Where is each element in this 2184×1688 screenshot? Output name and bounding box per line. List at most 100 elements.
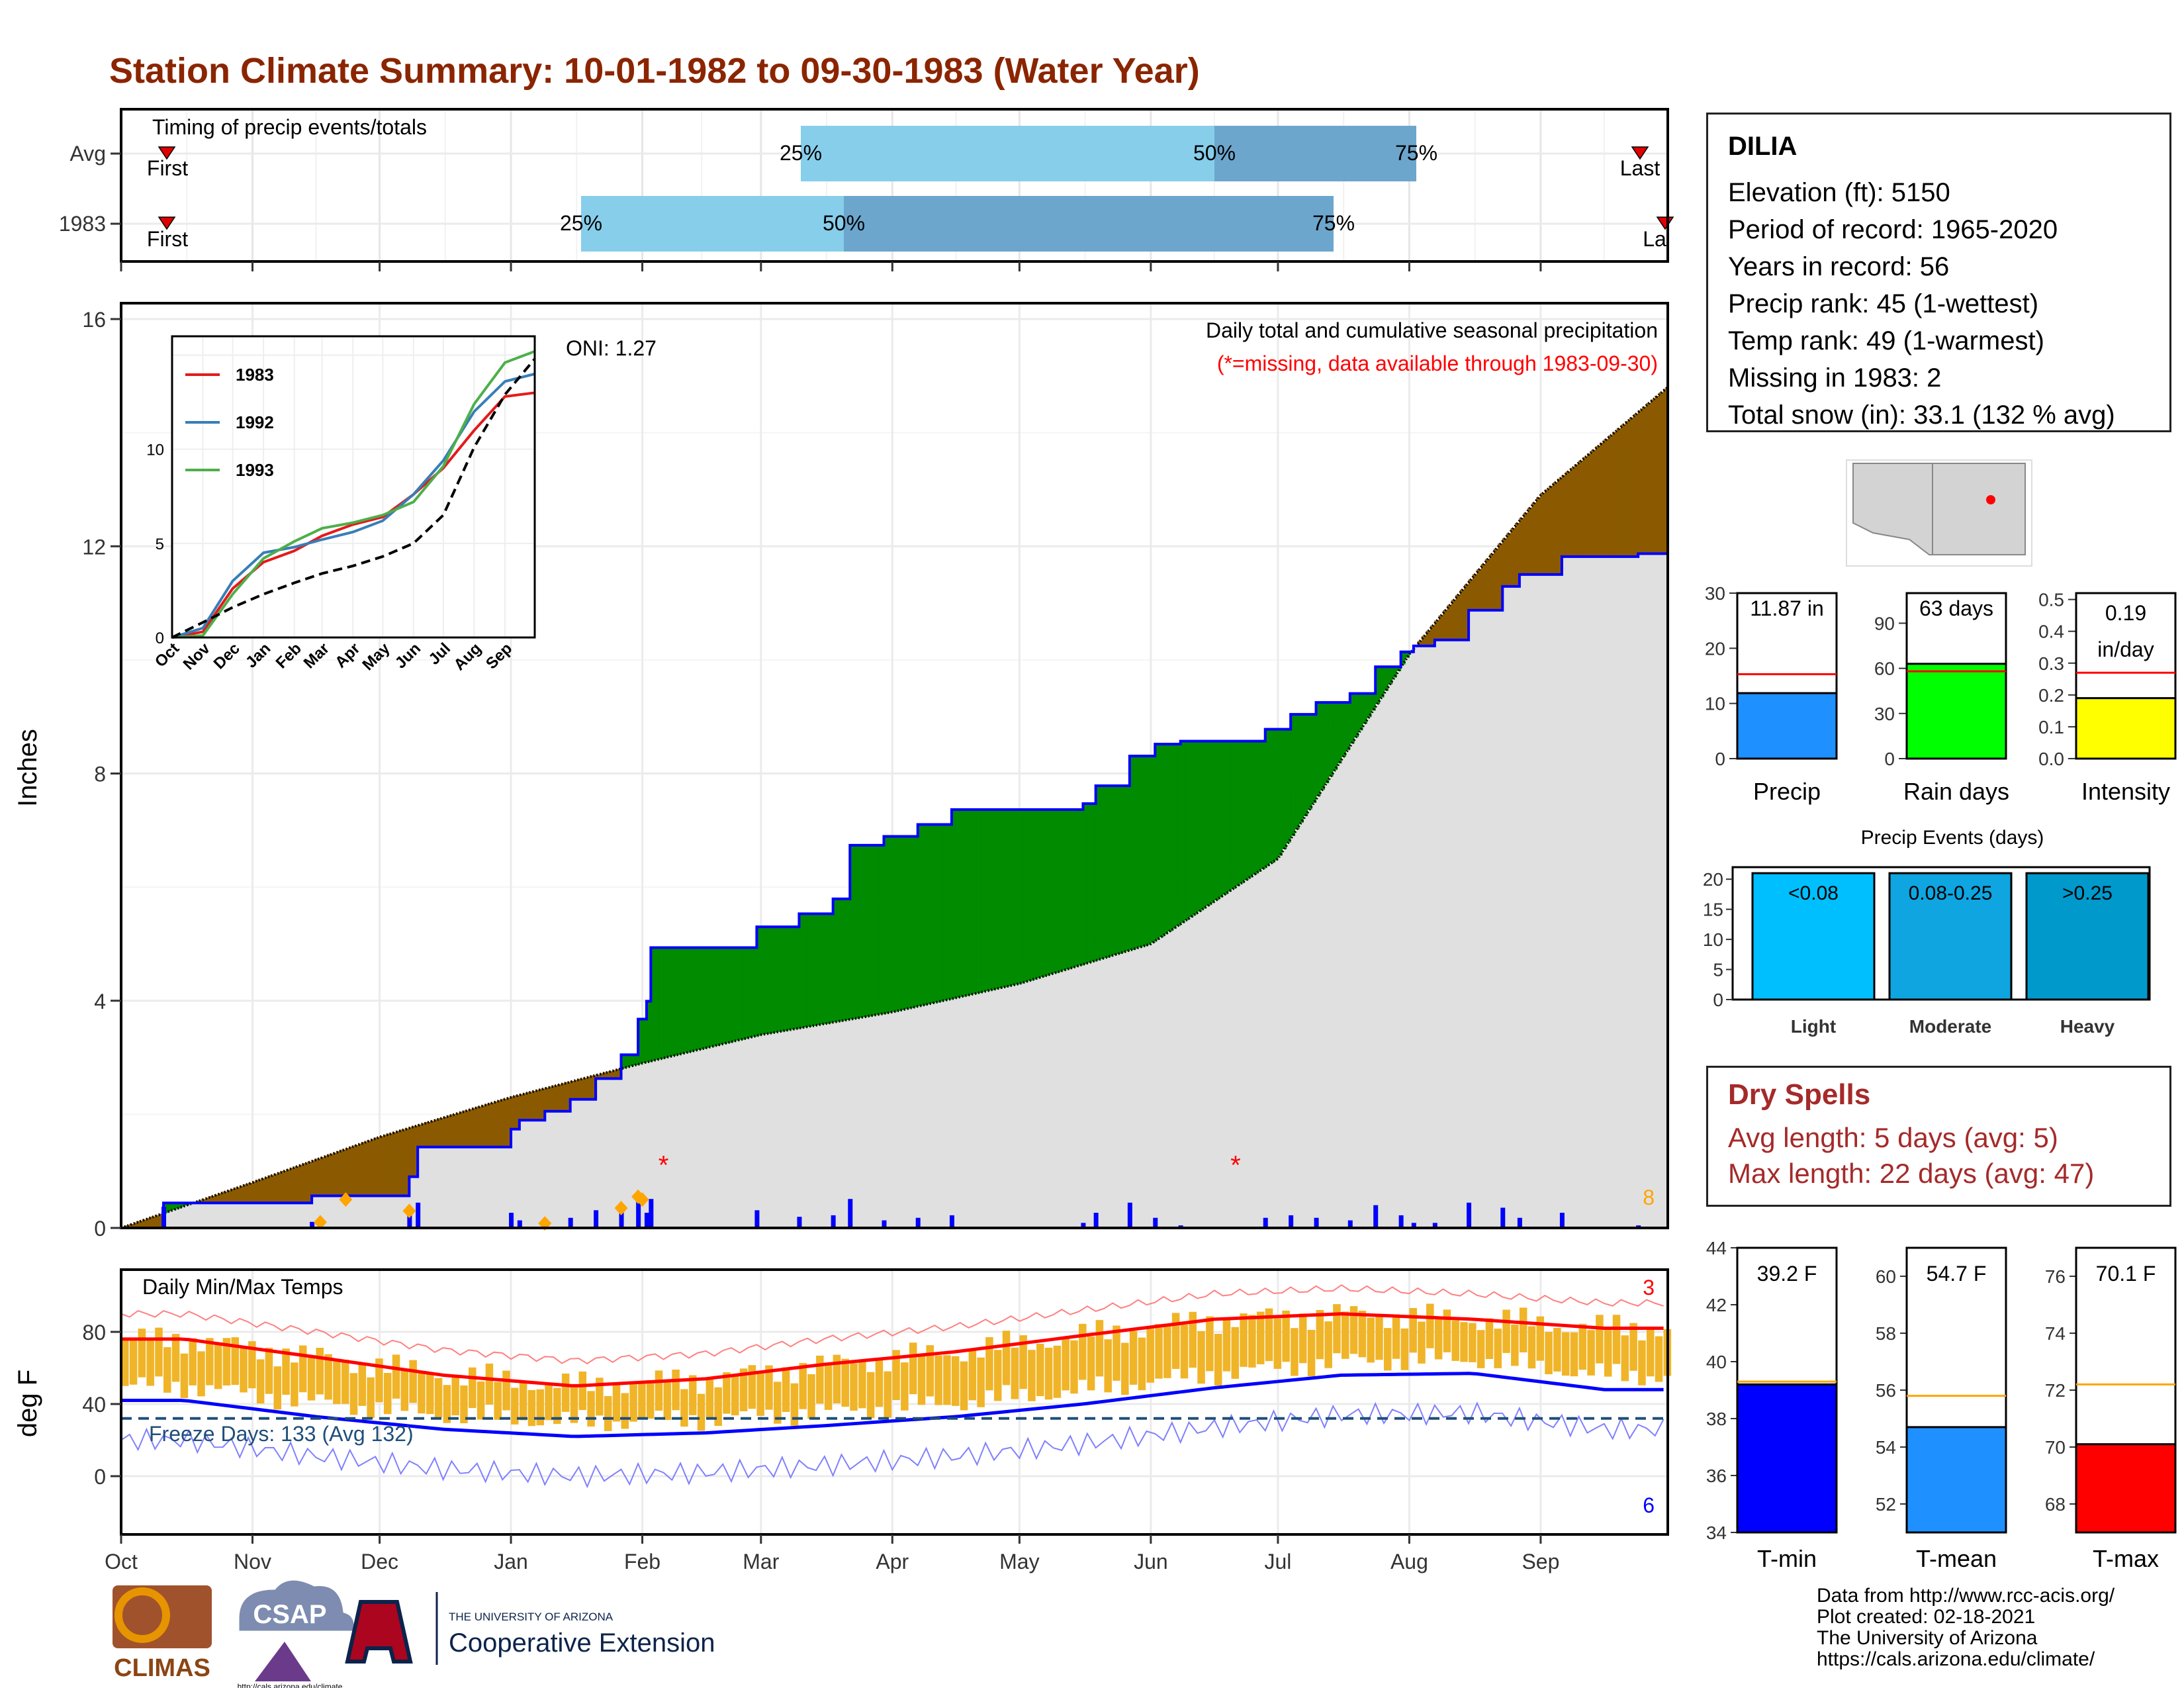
station-info-line: Total snow (in): 33.1 (132 % avg) xyxy=(1728,400,2115,430)
daily-precip-bar xyxy=(416,1202,421,1228)
daily-precip-bar xyxy=(1467,1202,1472,1228)
daily-precip-bar xyxy=(1127,1202,1132,1228)
daily-precip-bar xyxy=(1432,1223,1437,1228)
tmax-chart-value: 70.1 F xyxy=(2096,1262,2156,1286)
inset-legend-label: 1992 xyxy=(236,412,274,432)
inset-average-line xyxy=(171,357,536,639)
daily-precip-bar xyxy=(915,1217,921,1228)
daily-precip-bar xyxy=(949,1215,954,1228)
month-label: Aug xyxy=(1390,1550,1428,1573)
timing-marker xyxy=(158,216,176,230)
precip-panel-frame xyxy=(120,302,1669,1229)
tmin-chart-bar xyxy=(1736,1383,1838,1534)
daily-precip-bar xyxy=(161,1206,167,1228)
footer-line: Data from http://www.rcc-acis.org/ xyxy=(1817,1585,2115,1607)
inset-y-tick: 10 xyxy=(146,442,164,459)
mini-chart-label: Precip xyxy=(1753,778,1821,805)
timing-bar-late xyxy=(844,196,1334,252)
daily-temp-bars xyxy=(121,1303,1672,1431)
dry-spells-title: Dry Spells xyxy=(1728,1078,1871,1111)
mini-tick-label: 0 xyxy=(1884,749,1895,769)
timing-panel-frame xyxy=(120,108,1669,263)
missing-marker: * xyxy=(659,1150,669,1180)
last-label: Last xyxy=(1620,156,1661,180)
row-label: 1983 xyxy=(59,212,106,236)
event-label: Heavy xyxy=(2060,1016,2115,1037)
daily-precip-bar xyxy=(848,1199,853,1228)
daily-precip-bar xyxy=(644,1213,649,1228)
page-title: Station Climate Summary: 10-01-1982 to 0… xyxy=(109,51,1200,91)
footer-line: The University of Arizona xyxy=(1817,1627,2038,1649)
y-tick-label: 12 xyxy=(82,535,106,559)
month-label: Jun xyxy=(1134,1550,1168,1573)
tbar-tick-label: 38 xyxy=(1706,1409,1727,1429)
pct-label: 50% xyxy=(1193,141,1236,165)
mini-tick-label: 60 xyxy=(1874,659,1895,679)
month-label: Apr xyxy=(876,1550,909,1573)
intensity-value: 0.19 xyxy=(2105,601,2146,625)
daily-precip-bar xyxy=(882,1220,887,1228)
event-range-label: 0.08-0.25 xyxy=(1909,882,1993,904)
timing-label: Timing of precip events/totals xyxy=(152,115,427,139)
y-tick-label: 8 xyxy=(94,763,106,786)
pct-label: 75% xyxy=(1395,141,1437,165)
events-title: Precip Events (days) xyxy=(1861,827,2044,849)
pct-label: 25% xyxy=(780,141,822,165)
freeze-days-label: Freeze Days: 133 (Avg 132) xyxy=(149,1422,414,1446)
daily-precip-bar xyxy=(1314,1217,1319,1228)
intensity-unit: in/day xyxy=(2097,637,2154,661)
daily-precip-bar xyxy=(649,1199,654,1228)
month-label: Jul xyxy=(1264,1550,1291,1573)
inset-y-tick: 0 xyxy=(156,630,164,647)
event-label: Light xyxy=(1791,1016,1836,1037)
event-range-label: >0.25 xyxy=(2062,882,2113,904)
daily-precip-bar xyxy=(1153,1217,1158,1228)
row-label: Avg xyxy=(69,142,106,165)
observed-cumulative-line xyxy=(121,552,1668,1229)
tbar-tick-label: 42 xyxy=(1706,1295,1727,1315)
events-tick-label: 0 xyxy=(1713,990,1723,1010)
events-tick-label: 10 xyxy=(1703,929,1723,950)
daily-precip-bar xyxy=(568,1217,573,1228)
station-info-line: Precip rank: 45 (1-wettest) xyxy=(1728,289,2039,318)
csap-mountain-icon xyxy=(255,1642,311,1681)
ua-name: THE UNIVERSITY OF ARIZONA xyxy=(449,1611,614,1623)
average-max-line xyxy=(121,1312,1664,1387)
csap-cloud-icon xyxy=(237,1578,356,1633)
mini-chart-bar xyxy=(2075,697,2177,760)
mini-tick-label: 90 xyxy=(1874,613,1895,633)
record-high-count: 3 xyxy=(1643,1276,1655,1299)
event-bar xyxy=(1751,872,1876,1001)
event-label: Moderate xyxy=(1909,1016,1991,1037)
inset-line xyxy=(171,372,535,639)
y-axis-label: deg F xyxy=(13,1370,42,1437)
y-tick-label: 16 xyxy=(82,308,106,332)
tbar-tick-label: 34 xyxy=(1706,1523,1727,1543)
event-bar xyxy=(1888,872,2013,1001)
mini-tick-label: 30 xyxy=(1874,704,1895,724)
tbar-tick-label: 60 xyxy=(1876,1266,1896,1287)
daily-precip-bar xyxy=(407,1211,412,1228)
oni-label: ONI: 1.27 xyxy=(566,336,657,360)
mini-tick-label: 0.4 xyxy=(2038,622,2064,642)
tmin-chart-label: T-min xyxy=(1757,1545,1817,1572)
daily-precip-bar xyxy=(1398,1215,1404,1228)
month-label: Mar xyxy=(743,1550,779,1573)
station-info-line: Period of record: 1965-2020 xyxy=(1728,215,2058,244)
mini-chart-label: Rain days xyxy=(1903,778,2009,805)
month-label: Feb xyxy=(624,1550,660,1573)
daily-precip-bar xyxy=(594,1210,599,1228)
precip-value: 11.87 in xyxy=(1750,596,1824,620)
daily-precip-bar xyxy=(1373,1205,1379,1228)
timing-bar-late xyxy=(1214,126,1416,181)
cooperative-extension-text: Cooperative Extension xyxy=(449,1628,715,1658)
precip-note: Daily total and cumulative seasonal prec… xyxy=(1206,318,1658,342)
mini-chart-bar xyxy=(1905,663,2007,760)
daily-precip-bar xyxy=(1289,1215,1294,1228)
temp-panel-title: Daily Min/Max Temps xyxy=(142,1275,343,1299)
mini-tick-label: 20 xyxy=(1705,638,1725,659)
last-label: La xyxy=(1643,227,1666,251)
tbar-tick-label: 70 xyxy=(2045,1437,2066,1458)
mini-chart-bar xyxy=(1736,692,1838,760)
tbar-tick-label: 74 xyxy=(2045,1323,2066,1344)
